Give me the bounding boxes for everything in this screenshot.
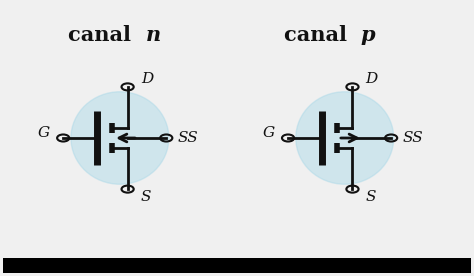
Text: SS: SS	[403, 131, 424, 145]
Text: canal: canal	[284, 25, 354, 45]
Text: SS: SS	[178, 131, 199, 145]
Ellipse shape	[71, 92, 169, 184]
Text: canal: canal	[68, 25, 138, 45]
Text: G: G	[38, 126, 50, 140]
Ellipse shape	[296, 92, 394, 184]
Text: p: p	[360, 25, 375, 45]
Text: S: S	[365, 190, 376, 205]
Text: n: n	[146, 25, 161, 45]
Text: S: S	[141, 190, 151, 205]
Text: D: D	[365, 71, 378, 86]
Text: D: D	[141, 71, 153, 86]
Text: G: G	[263, 126, 275, 140]
Bar	[3, 258, 471, 273]
